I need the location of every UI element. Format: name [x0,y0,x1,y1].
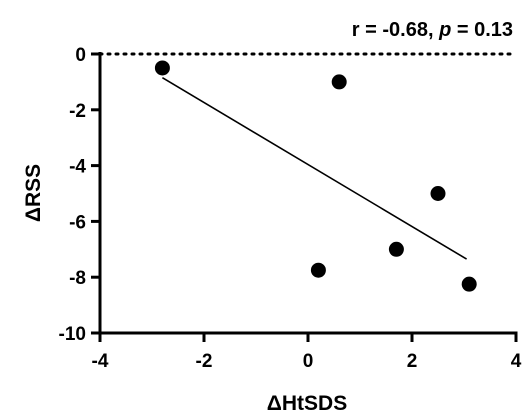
correlation-annotation: r = -0.68, p = 0.13 [352,19,513,41]
annotation-prefix: r = -0.68, [352,19,439,41]
y-tick-label: -2 [69,101,86,122]
data-point [154,60,170,76]
data-point [461,276,477,292]
y-tick-label: 0 [75,45,86,66]
data-point [310,262,326,278]
y-tick-label: -6 [69,212,86,233]
y-axis-title: ΔRSS [22,164,45,222]
annotation-p-symbol: p [438,19,451,41]
data-point [388,241,404,257]
x-tick-label: 0 [303,351,314,372]
x-axis-title: ΔHtSDS [267,392,347,415]
annotation-suffix: = 0.13 [451,19,513,41]
data-point [331,74,347,90]
y-tick-label: -10 [59,324,86,345]
x-tick-label: -2 [196,351,213,372]
y-tick-label: -4 [69,157,86,178]
regression-line [161,77,468,260]
data-point [430,186,446,201]
y-tick-label: -8 [69,268,86,289]
x-tick-label: -4 [92,351,109,372]
x-tick-label: 4 [511,351,522,372]
x-tick-label: 2 [407,351,418,372]
plot-area: 0 -2 -4 -6 -8 -10 -4 -2 0 2 4 [59,45,522,372]
